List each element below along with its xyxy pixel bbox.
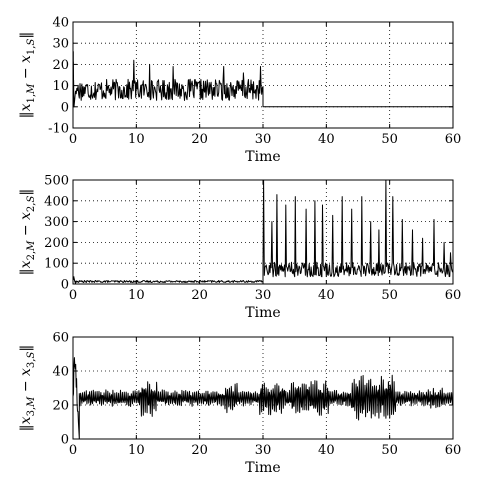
y-tick-label: 400 (44, 194, 69, 209)
y-tick-label: 500 (44, 174, 69, 189)
y-tick-label: 40 (52, 16, 69, 31)
x-tick-label: 60 (445, 288, 462, 303)
x-tick-label: 50 (381, 288, 398, 303)
panel-2-xticks: 0 10 20 30 40 50 60 (69, 180, 461, 303)
x-tick-label: 10 (128, 132, 145, 147)
panel-1-yticks: -10 0 10 20 30 40 (48, 16, 453, 137)
x-tick-label: 50 (381, 443, 398, 458)
panel-1-series (72, 51, 453, 108)
x-tick-label: 20 (191, 288, 208, 303)
panel-3-series (72, 357, 454, 440)
panel-1-x-label: Time (245, 149, 280, 165)
panel-1-xticks: 0 10 20 30 40 50 60 (69, 22, 461, 147)
y-tick-label: 30 (52, 37, 69, 52)
x-tick-label: 0 (69, 132, 77, 147)
y-tick-label: 20 (52, 399, 69, 414)
y-tick-label: 200 (44, 236, 69, 251)
panel-3-y-label: ‖x3,M − x3,S‖ (18, 345, 37, 432)
panel-2: 0 10 20 30 40 50 60 0 100 200 300 400 500 Time ‖x2,… (18, 174, 461, 322)
x-tick-label: 30 (255, 288, 272, 303)
x-tick-label: 40 (318, 288, 335, 303)
x-tick-label: 60 (445, 132, 462, 147)
panel-3-xticks: 0 10 20 30 40 50 60 (69, 337, 461, 458)
y-tick-label: 0 (61, 100, 69, 115)
x-tick-label: 30 (255, 443, 272, 458)
x-tick-label: 10 (128, 288, 145, 303)
x-tick-label: 0 (69, 443, 77, 458)
panel-3-yticks: 0 20 40 60 (52, 331, 453, 448)
y-tick-label: 0 (61, 278, 69, 293)
x-tick-label: 30 (255, 132, 272, 147)
panel-2-x-label: Time (245, 305, 280, 321)
x-tick-label: 20 (191, 443, 208, 458)
y-tick-label: 300 (44, 215, 69, 230)
panel-2-yticks: 0 100 200 300 400 500 (44, 174, 453, 293)
panel-3: 0 10 20 30 40 50 60 0 20 40 60 Time ‖x3,M − x3,S‖ (18, 331, 461, 477)
panel-2-y-label: ‖x2,M − x2,S‖ (18, 189, 37, 276)
x-tick-label: 60 (445, 443, 462, 458)
y-tick-label: 40 (52, 365, 69, 380)
x-tick-label: 50 (381, 132, 398, 147)
x-tick-label: 0 (69, 288, 77, 303)
y-tick-label: 20 (52, 58, 69, 73)
panel-1-grid (73, 22, 453, 128)
series-line (72, 357, 454, 440)
x-tick-label: 40 (318, 132, 335, 147)
y-tick-label: 0 (61, 433, 69, 448)
y-tick-label: 10 (52, 79, 69, 94)
series-line (72, 179, 454, 285)
y-tick-label: -10 (48, 122, 69, 137)
panel-2-series (72, 179, 454, 285)
series-line (72, 51, 453, 108)
panel-1-y-label: ‖x1,M − x1,S‖ (18, 32, 37, 119)
x-tick-label: 20 (191, 132, 208, 147)
x-tick-label: 10 (128, 443, 145, 458)
y-tick-label: 100 (44, 257, 69, 272)
y-tick-label: 60 (52, 331, 69, 346)
panel-3-x-label: Time (245, 460, 280, 476)
x-tick-label: 40 (318, 443, 335, 458)
